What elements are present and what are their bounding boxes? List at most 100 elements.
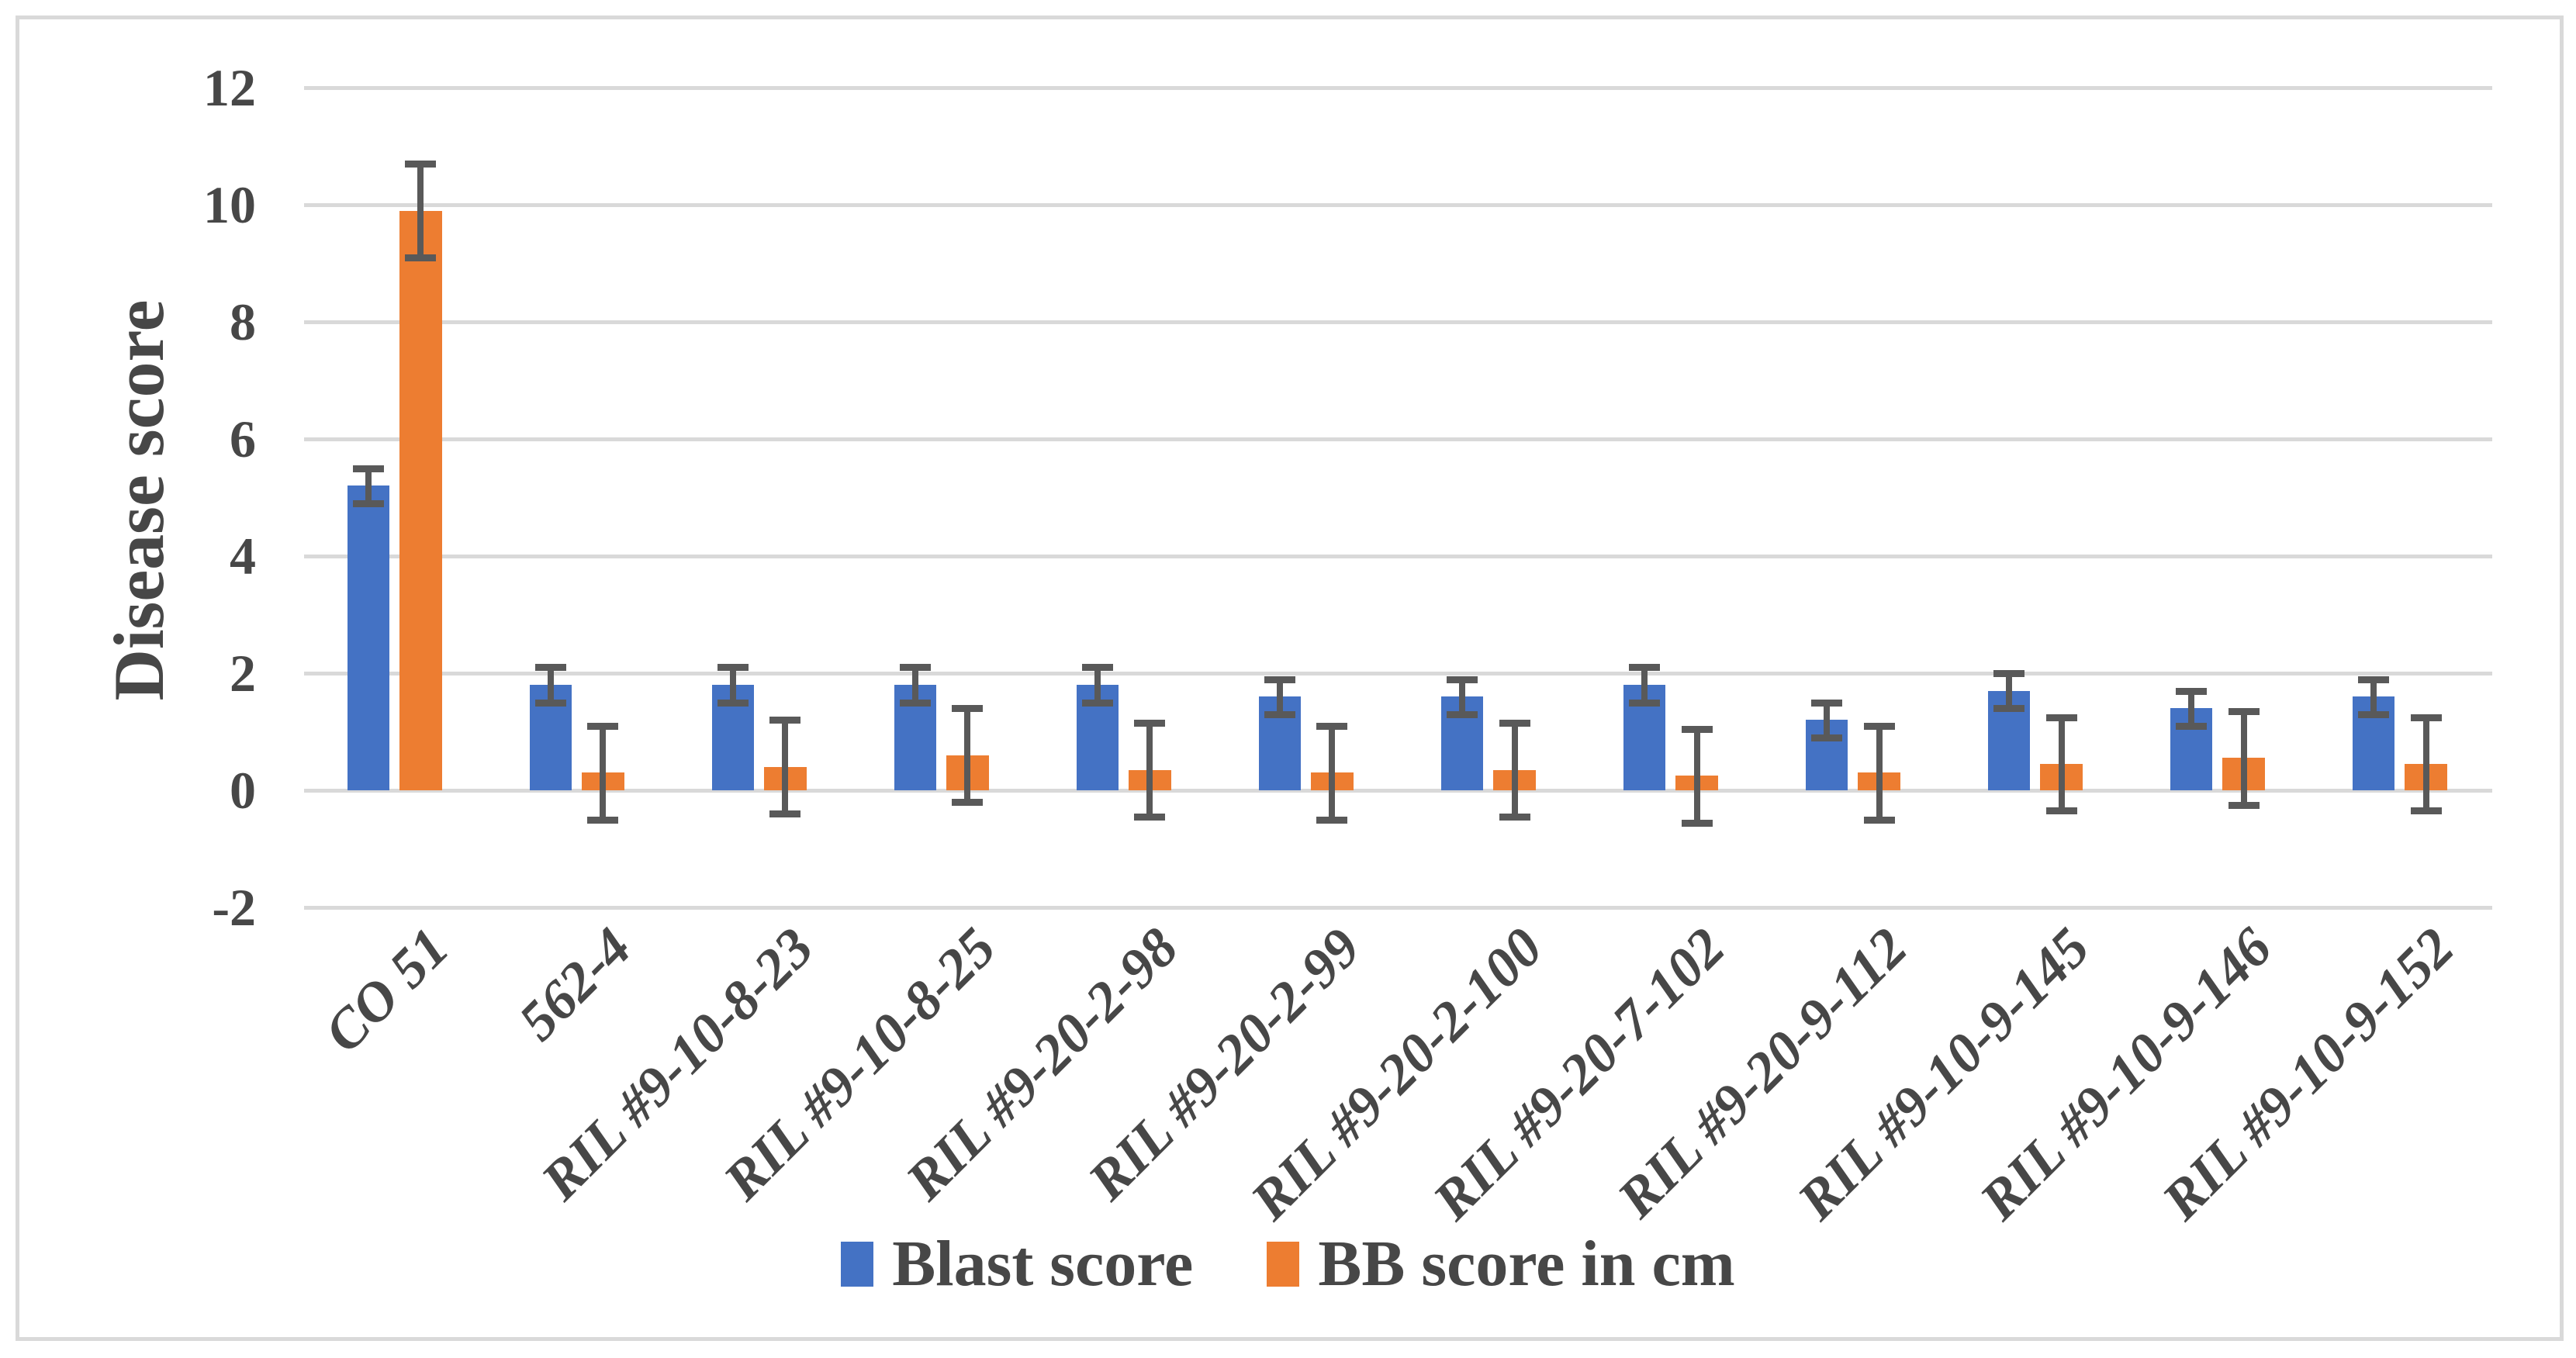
error-bar-line [1329, 725, 1336, 820]
error-bar-bottom-cap [2045, 807, 2077, 815]
error-bar-top-cap [405, 161, 437, 168]
error-bar-top-cap [1264, 676, 1295, 683]
error-bar-bottom-cap [534, 699, 566, 707]
error-bar-bottom-cap [352, 500, 384, 508]
error-bar-bottom-cap [1447, 710, 1478, 718]
gridline--2 [304, 906, 2492, 910]
error-bar-line [729, 667, 736, 703]
error-bar-top-cap [1993, 670, 2025, 677]
error-bar-bottom-cap [1811, 734, 1843, 742]
error-bar-line [2058, 717, 2065, 811]
error-bar-top-cap [1629, 664, 1661, 672]
error-bar-top-cap [2045, 714, 2077, 721]
error-bar-top-cap [1447, 676, 1478, 683]
gridline-0 [304, 789, 2492, 793]
gridline-8 [304, 320, 2492, 324]
legend-item-blast-score: Blast score [841, 1232, 1193, 1297]
error-bar-line [1146, 723, 1153, 817]
y-tick-label: -2 [212, 878, 256, 937]
error-bar-top-cap [1811, 699, 1843, 707]
y-tick-label: 0 [230, 761, 256, 820]
error-bar-top-cap [899, 664, 931, 672]
legend-swatch-bb-score [1267, 1242, 1300, 1287]
error-bar-line [1876, 725, 1883, 820]
error-bar-top-cap [2358, 676, 2390, 683]
error-bar-bottom-cap [2176, 722, 2208, 730]
error-bar-top-cap [587, 722, 619, 730]
error-bar-bottom-cap [899, 699, 931, 707]
error-bar-top-cap [1863, 722, 1895, 730]
legend-item-bb-score: BB score in cm [1267, 1228, 1735, 1300]
y-tick-label: 12 [203, 58, 256, 117]
error-bar-top-cap [1316, 722, 1348, 730]
gridline-10 [304, 203, 2492, 207]
error-bar-bottom-cap [1499, 813, 1530, 821]
error-bar-line [782, 720, 789, 814]
error-bar-bottom-cap [952, 799, 984, 807]
error-bar-line [1276, 679, 1283, 714]
error-bar-line [1824, 702, 1831, 738]
gridline-12 [304, 86, 2492, 90]
error-bar-bottom-cap [769, 810, 801, 818]
error-bar-line [1641, 667, 1648, 703]
legend-swatch-blast-score [841, 1242, 874, 1287]
legend: Blast score BB score in cm [0, 1232, 2576, 1297]
error-bar-line [2188, 690, 2195, 726]
error-bar-top-cap [352, 465, 384, 472]
error-bar-top-cap [2410, 714, 2442, 721]
y-tick-label: 4 [230, 527, 256, 586]
error-bar-line [911, 667, 918, 703]
bar-bb-score [399, 210, 442, 790]
error-bar-top-cap [769, 717, 801, 724]
y-tick-label: 10 [203, 175, 256, 234]
error-bar-line [1693, 728, 1700, 823]
error-bar-line [547, 667, 554, 703]
error-bar-bottom-cap [1081, 699, 1113, 707]
error-bar-top-cap [717, 664, 749, 672]
error-bar-bottom-cap [1264, 710, 1295, 718]
error-bar-line [2240, 711, 2247, 805]
y-tick-label: 2 [230, 644, 256, 703]
error-bar-line [964, 708, 971, 803]
error-bar-top-cap [1681, 725, 1713, 733]
error-bar-bottom-cap [1629, 699, 1661, 707]
error-bar-top-cap [2228, 708, 2260, 716]
error-bar-top-cap [952, 705, 984, 713]
y-tick-label: 8 [230, 292, 256, 351]
error-bar-line [1459, 679, 1466, 714]
error-bar-bottom-cap [717, 699, 749, 707]
y-tick-label: 6 [230, 409, 256, 468]
bar-blast-score [347, 485, 389, 790]
error-bar-bottom-cap [1863, 816, 1895, 824]
error-bar-bottom-cap [1134, 813, 1166, 821]
error-bar-line [2006, 673, 2013, 709]
error-bar-line [417, 164, 424, 257]
error-bar-bottom-cap [1681, 819, 1713, 827]
gridline-4 [304, 555, 2492, 558]
legend-label-blast-score: Blast score [892, 1228, 1194, 1300]
gridline-2 [304, 672, 2492, 676]
error-bar-top-cap [534, 664, 566, 672]
error-bar-bottom-cap [1993, 705, 2025, 713]
error-bar-bottom-cap [2410, 807, 2442, 815]
legend-label-bb-score: BB score in cm [1318, 1228, 1735, 1300]
chart-border [16, 16, 2564, 1341]
error-bar-top-cap [1499, 720, 1530, 727]
error-bar-top-cap [2176, 687, 2208, 695]
error-bar-line [1511, 723, 1518, 817]
gridline-6 [304, 437, 2492, 441]
error-bar-bottom-cap [2228, 801, 2260, 809]
error-bar-bottom-cap [2358, 710, 2390, 718]
error-bar-line [1094, 667, 1101, 703]
error-bar-line [365, 468, 372, 504]
error-bar-bottom-cap [405, 254, 437, 261]
error-bar-top-cap [1081, 664, 1113, 672]
error-bar-bottom-cap [1316, 816, 1348, 824]
error-bar-line [2370, 679, 2377, 714]
error-bar-line [600, 725, 607, 820]
error-bar-top-cap [1134, 720, 1166, 727]
error-bar-bottom-cap [587, 816, 619, 824]
error-bar-line [2422, 717, 2429, 811]
